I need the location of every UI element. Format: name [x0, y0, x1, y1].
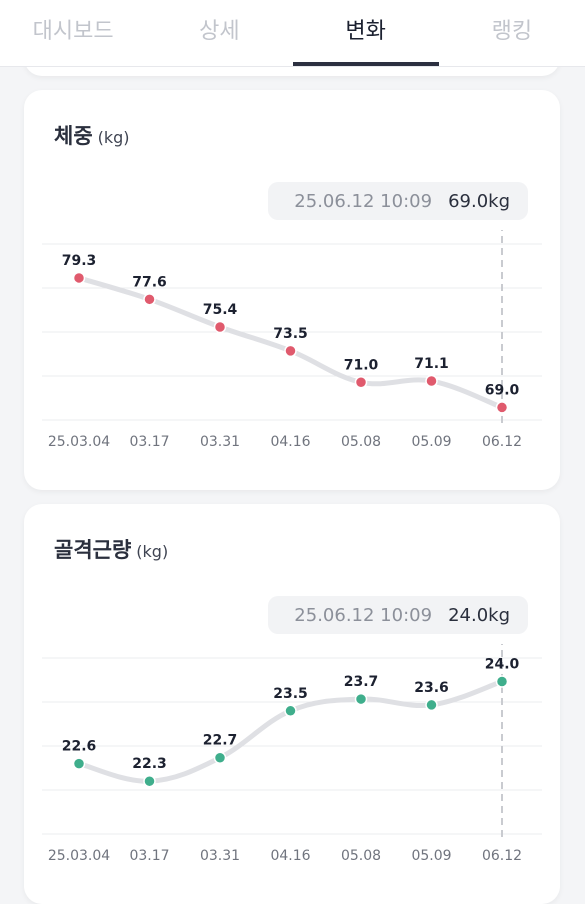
data-label: 79.3: [62, 253, 97, 269]
card-title: 체중 (kg): [54, 120, 130, 150]
data-label: 24.0: [485, 656, 520, 672]
data-point: [143, 774, 156, 788]
tooltip-value: 24.0kg: [448, 604, 510, 626]
data-point: [495, 401, 509, 414]
card-title-text: 체중: [54, 124, 93, 148]
tab-change[interactable]: 변화: [292, 0, 439, 66]
x-tick-label: 05.09: [411, 848, 451, 864]
data-point: [354, 692, 368, 706]
x-tick-label: 25.03.04: [48, 434, 110, 450]
data-label: 23.5: [273, 686, 308, 702]
data-point: [284, 704, 297, 718]
x-tick-label: 06.12: [482, 848, 522, 864]
tooltip-value: 69.0kg: [448, 190, 510, 212]
data-point: [425, 374, 438, 388]
x-tick-label: 05.08: [341, 434, 381, 450]
data-point: [143, 293, 156, 306]
x-tick-label: 03.17: [129, 434, 169, 450]
data-point: [213, 320, 227, 334]
data-label: 23.6: [414, 680, 449, 696]
x-tick-label: 03.31: [200, 434, 240, 450]
data-label: 22.6: [62, 739, 97, 755]
tooltip-timestamp: 25.06.12 10:09: [294, 190, 433, 212]
muscle-card: 골격근량 (kg) 25.06.12 10:09 24.0kg 22.6 22.3 2…: [24, 504, 560, 904]
data-point: [213, 751, 227, 764]
data-point: [495, 675, 509, 688]
x-tick-label: 03.17: [129, 848, 169, 864]
tab-label: 상세: [199, 19, 240, 44]
data-point: [354, 376, 368, 389]
x-tick-label: 06.12: [482, 434, 522, 450]
tab-bar: 대시보드 상세 변화 랭킹: [0, 0, 585, 67]
x-tick-label: 03.31: [200, 848, 240, 864]
weight-line-chart[interactable]: 79.3 77.6 75.4 73.5 71.0 71.1 69.0 25.03.04 03.1…: [24, 230, 560, 470]
card-title-text: 골격근량: [54, 538, 132, 562]
x-tick-label: 04.16: [270, 848, 310, 864]
data-label: 77.6: [132, 274, 167, 290]
data-label: 71.0: [344, 357, 379, 373]
x-tick-label: 05.09: [411, 434, 451, 450]
card-title-unit: (kg): [136, 542, 169, 561]
data-label: 22.3: [132, 756, 167, 772]
data-point: [425, 698, 438, 712]
data-label: 22.7: [203, 733, 238, 749]
data-label: 75.4: [203, 302, 238, 318]
selected-point-tooltip: 25.06.12 10:09 24.0kg: [268, 596, 528, 634]
data-point: [72, 271, 86, 285]
tab-label: 랭킹: [491, 19, 533, 44]
x-tick-label: 25.03.04: [48, 848, 110, 864]
x-tick-label: 05.08: [341, 848, 381, 864]
weight-card: 체중 (kg) 25.06.12 10:09 69.0kg 79.3 77.6 75.…: [24, 90, 560, 490]
tab-ranking[interactable]: 랭킹: [439, 0, 585, 66]
tooltip-timestamp: 25.06.12 10:09: [294, 604, 433, 626]
tab-label: 대시보드: [32, 19, 114, 44]
data-label: 73.5: [273, 326, 308, 342]
series-line: [76, 275, 505, 410]
active-tab-indicator: [292, 62, 439, 66]
tab-dashboard[interactable]: 대시보드: [0, 0, 146, 66]
card-title: 골격근량 (kg): [54, 534, 168, 564]
card-title-unit: (kg): [97, 128, 130, 147]
muscle-line-chart[interactable]: 22.6 22.3 22.7 23.5 23.7 23.6 24.0 25.03.04 03.1…: [24, 644, 560, 884]
data-label: 23.7: [344, 674, 379, 690]
tab-label: 변화: [345, 19, 386, 44]
data-label: 71.1: [414, 356, 449, 372]
x-tick-label: 04.16: [270, 434, 310, 450]
data-point: [72, 757, 86, 770]
selected-point-tooltip: 25.06.12 10:09 69.0kg: [268, 182, 528, 220]
tab-detail[interactable]: 상세: [146, 0, 292, 66]
data-point: [284, 344, 297, 358]
data-label: 69.0: [485, 382, 520, 398]
